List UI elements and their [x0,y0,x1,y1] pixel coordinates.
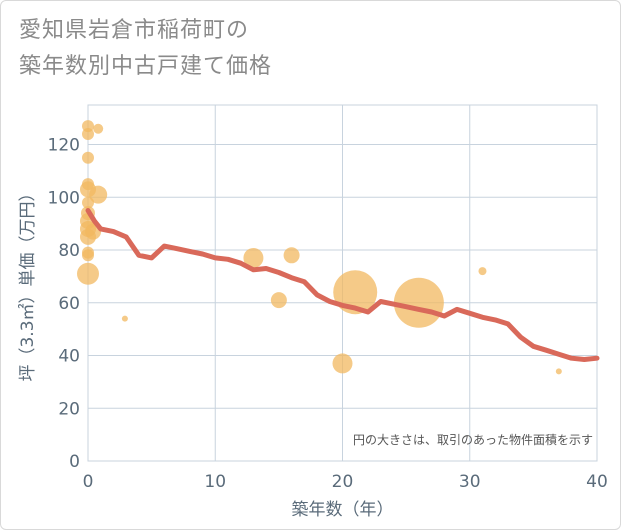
bubble-layer [77,120,562,375]
x-tick-label: 20 [332,472,354,492]
data-bubble [82,196,94,209]
data-bubble [82,128,94,141]
data-bubble [93,123,104,134]
y-tick-label: 80 [58,241,80,261]
x-tick-label: 10 [204,472,226,492]
data-bubble [243,247,264,268]
x-tick-label: 40 [586,472,608,492]
y-tick-label: 20 [58,399,80,419]
data-bubble [77,262,99,285]
average-price-line [85,208,600,362]
y-tick-label: 60 [58,294,80,314]
x-axis-title: 築年数（年） [292,500,394,520]
x-tick-label: 30 [459,472,481,492]
data-bubble [393,277,444,328]
data-bubble [80,228,96,245]
y-axis-ticks: 0 20 40 60 80 100 120 [48,136,80,472]
y-axis-title: 坪（3.3㎡）単価（万円） [18,184,38,381]
data-bubble [270,292,287,309]
data-bubble [555,368,562,375]
y-tick-label: 0 [69,452,80,472]
data-bubble [478,267,487,276]
y-tick-label: 100 [48,188,80,208]
y-tick-label: 120 [48,136,80,156]
chart-title-line1: 愛知県岩倉市稲荷町の [19,18,250,43]
size-note: 円の大きさは、取引のあった物件面積を示す [353,432,593,447]
data-bubble [283,247,300,264]
x-tick-label: 0 [83,472,94,492]
data-bubble [89,185,108,204]
chart-title-line2: 築年数別中古戸建て価格 [19,54,273,79]
data-bubble [82,151,94,164]
chart-title: 愛知県岩倉市稲荷町の 築年数別中古戸建て価格 [19,13,272,85]
data-bubble [82,249,94,262]
y-tick-label: 40 [58,347,80,367]
data-bubble [332,353,353,374]
data-bubble [121,315,128,322]
x-axis-ticks: 0 10 20 30 40 [83,472,608,492]
